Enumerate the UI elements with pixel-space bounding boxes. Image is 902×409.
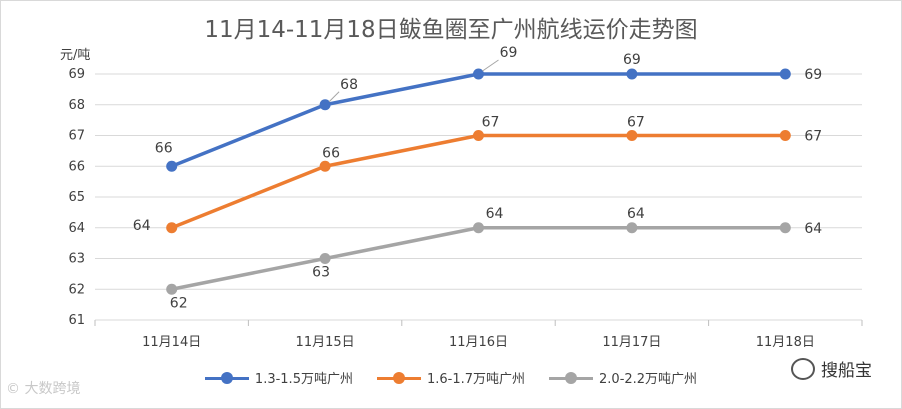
- data-label: 67: [482, 115, 500, 131]
- watermark-right: 搜船宝: [791, 356, 872, 381]
- legend: 1.3-1.5万吨广州 1.6-1.7万吨广州 2.0-2.2万吨广州: [0, 368, 902, 387]
- data-label: 64: [627, 206, 645, 222]
- data-label: 68: [340, 77, 358, 93]
- data-point: [319, 99, 331, 111]
- legend-label: 1.3-1.5万吨广州: [254, 372, 353, 387]
- data-point: [626, 130, 638, 141]
- y-tick-label: 63: [68, 252, 85, 267]
- data-label: 69: [500, 45, 518, 61]
- data-point: [319, 160, 331, 172]
- wechat-icon: [791, 357, 815, 380]
- y-tick-label: 66: [68, 159, 85, 174]
- y-tick-label: 61: [68, 313, 85, 328]
- data-point: [319, 253, 331, 264]
- x-tick-label: 11月14日: [142, 335, 201, 350]
- data-point: [779, 222, 791, 234]
- data-point: [473, 130, 484, 141]
- data-label: 64: [133, 218, 151, 234]
- y-tick-label: 65: [68, 190, 85, 205]
- x-tick-label: 11月17日: [602, 335, 661, 350]
- data-label: 64: [804, 221, 822, 237]
- legend-item: 1.3-1.5万吨广州: [204, 368, 353, 387]
- y-axis-unit: 元/吨: [60, 48, 91, 63]
- data-point: [166, 283, 178, 295]
- y-tick-label: 68: [68, 98, 85, 113]
- legend-label: 2.0-2.2万吨广州: [599, 372, 698, 387]
- y-tick-label: 69: [68, 67, 85, 82]
- data-point: [626, 222, 638, 234]
- data-point: [779, 130, 791, 141]
- series-line: [171, 72, 786, 168]
- x-tick-label: 11月18日: [756, 335, 815, 350]
- legend-item: 2.0-2.2万吨广州: [549, 368, 697, 387]
- data-label: 66: [155, 140, 173, 156]
- data-point: [166, 222, 178, 234]
- data-label: 67: [804, 129, 822, 145]
- legend-swatch: [549, 371, 594, 384]
- data-point: [626, 68, 638, 80]
- legend-label: 1.6-1.7万吨广州: [426, 372, 526, 387]
- data-label: 69: [623, 52, 641, 68]
- y-tick-label: 64: [68, 221, 85, 236]
- data-label: 63: [312, 265, 330, 281]
- label-leader-line: [482, 59, 499, 72]
- watermark-left: © 大数跨境: [6, 381, 81, 397]
- data-label: 66: [322, 145, 340, 161]
- data-label: 62: [170, 295, 188, 311]
- data-label: 64: [486, 206, 504, 222]
- y-tick-label: 67: [68, 129, 85, 144]
- x-tick-label: 11月16日: [449, 335, 508, 350]
- data-point: [473, 68, 484, 80]
- data-point: [473, 222, 484, 234]
- legend-item: 1.6-1.7万吨广州: [376, 368, 526, 387]
- data-point: [166, 160, 178, 172]
- chart-title: 11月14-11月18日鲅鱼圈至广州航线运价走势图: [204, 17, 698, 43]
- legend-swatch: [204, 371, 249, 384]
- data-point: [779, 68, 791, 80]
- x-tick-label: 11月15日: [296, 335, 355, 350]
- data-label: 67: [627, 115, 645, 131]
- label-leader-line: [328, 91, 340, 103]
- y-tick-label: 62: [68, 282, 85, 297]
- watermark-right-text: 搜船宝: [821, 361, 872, 381]
- data-label: 69: [804, 67, 822, 83]
- legend-swatch: [376, 371, 421, 384]
- series-line: [171, 133, 786, 230]
